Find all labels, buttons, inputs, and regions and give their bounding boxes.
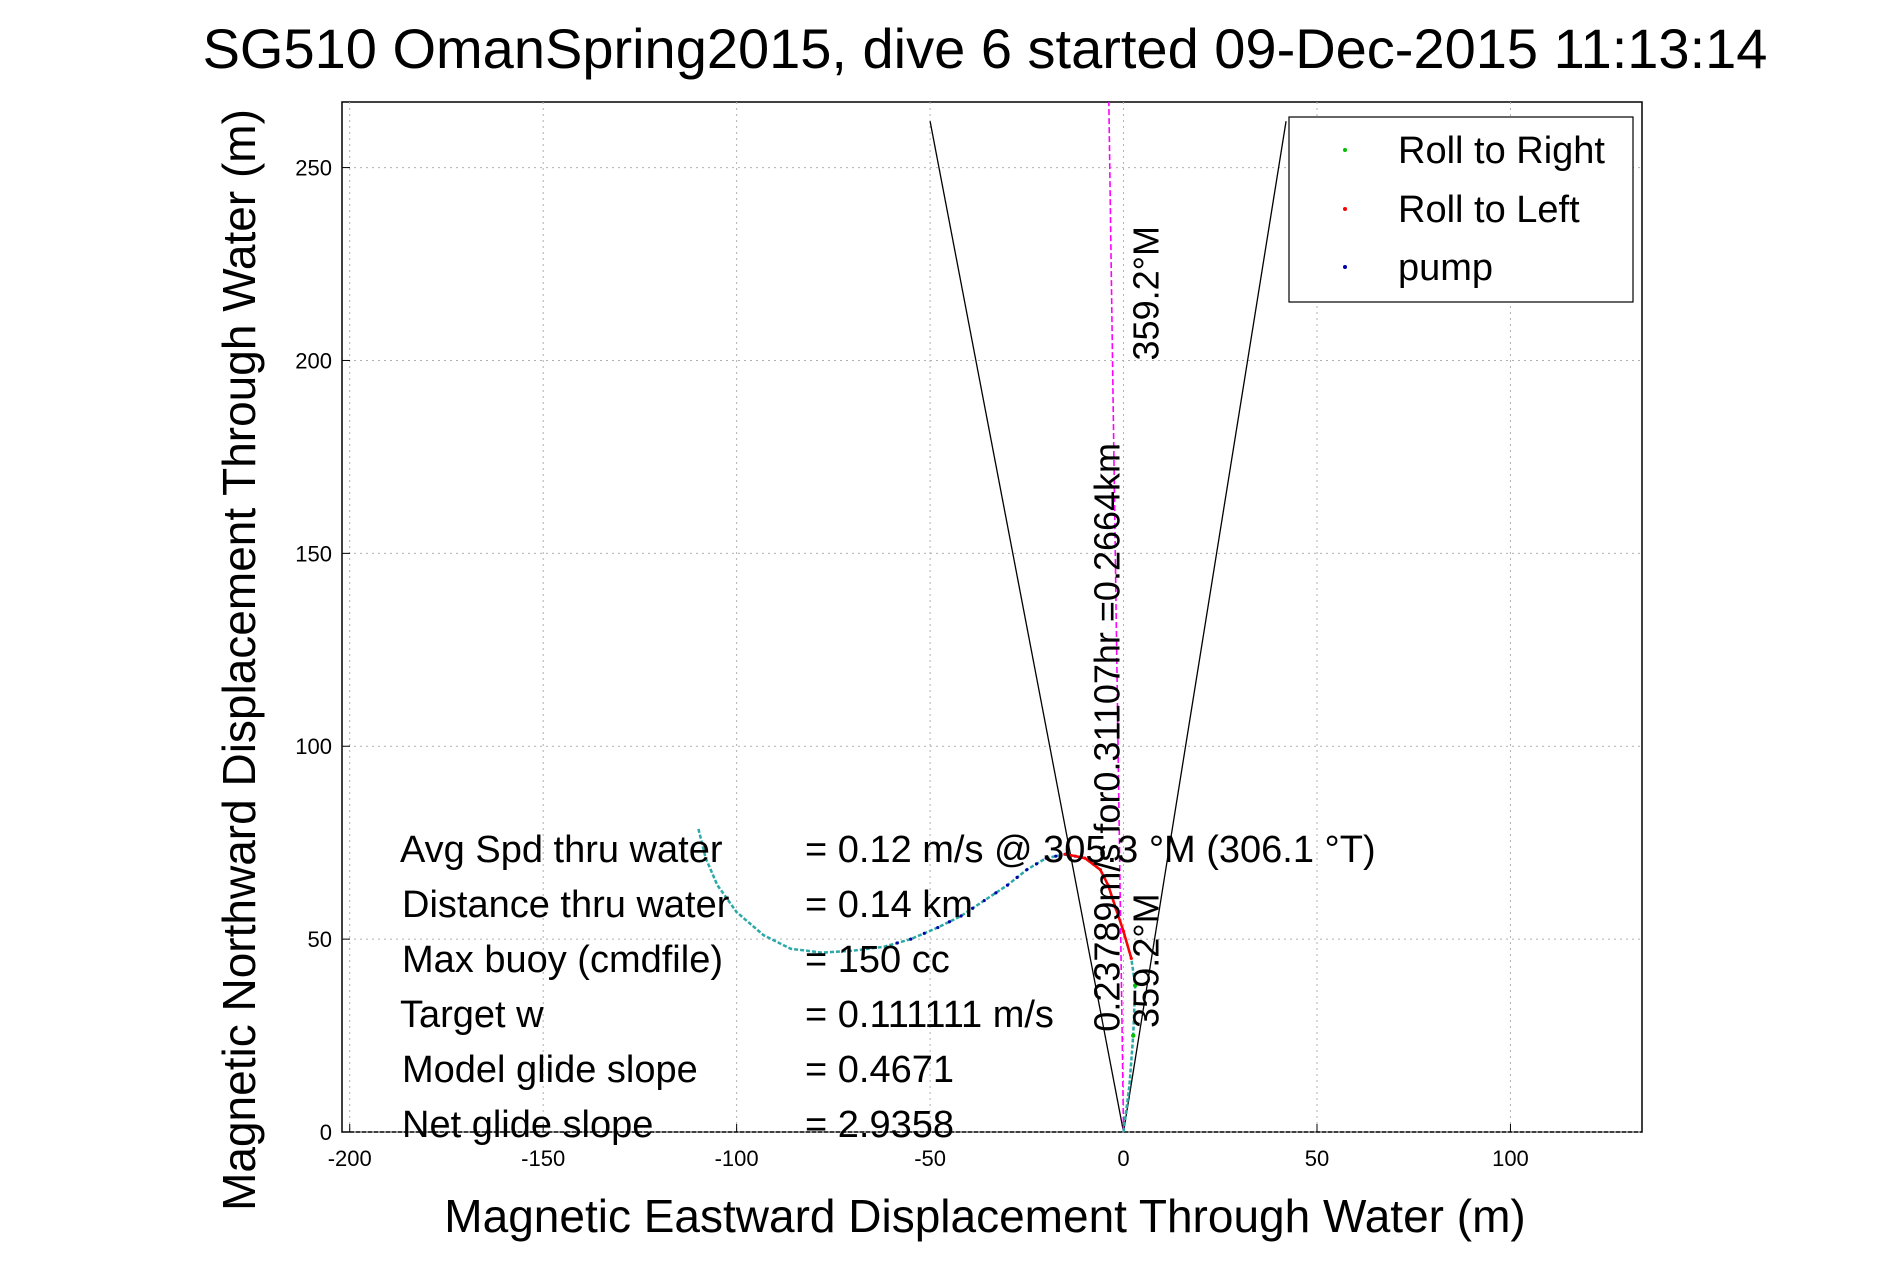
- pump-point: [1015, 875, 1019, 879]
- x-tick-label: 50: [1305, 1146, 1329, 1171]
- legend-marker-roll-right: [1343, 148, 1347, 152]
- roll-right-series: [1131, 983, 1138, 1038]
- pump-point: [1034, 862, 1039, 866]
- x-tick-label: -50: [914, 1146, 946, 1171]
- annotation-label: 0.23789m/s for0.31107hr =0.2664km: [1087, 443, 1128, 1032]
- stat-label-max-buoy: Max buoy (cmdfile): [402, 939, 723, 981]
- pump-point: [1044, 856, 1048, 860]
- annotation-label: 359.2°M: [1125, 226, 1166, 360]
- legend: Roll to Right Roll to Left pump: [1288, 116, 1634, 303]
- pump-point: [947, 920, 952, 924]
- stat-value-net-glide: = 2.9358: [805, 1104, 954, 1146]
- x-tick-label: 0: [1117, 1146, 1129, 1171]
- y-tick-label: 200: [295, 348, 332, 373]
- x-tick-label: -100: [715, 1146, 759, 1171]
- pump-point: [982, 898, 986, 903]
- y-tick-label: 0: [320, 1120, 332, 1145]
- heading-line-mark: [1108, 101, 1125, 1133]
- roll-left-point: [1114, 906, 1118, 910]
- y-axis-label: Magnetic Northward Displacement Through …: [213, 109, 265, 1211]
- annotations: 359.2°M0.23789m/s for0.31107hr =0.2664km…: [1087, 226, 1167, 1032]
- cone-line: [1122, 121, 1287, 1133]
- stat-value-target-w: = 0.111111 m/s: [805, 994, 1054, 1036]
- y-tick-label: 100: [295, 734, 332, 759]
- roll-left-point: [1121, 929, 1126, 934]
- roll-right-point: [1132, 983, 1138, 988]
- pump-point: [922, 931, 926, 935]
- roll-left-point: [1106, 883, 1110, 887]
- legend-label-roll-left: Roll to Left: [1398, 189, 1580, 231]
- pump-point: [909, 937, 913, 941]
- pump-point: [959, 914, 963, 918]
- cone-line: [929, 121, 1125, 1133]
- stat-label-avg-spd: Avg Spd thru water: [400, 829, 723, 871]
- roll-right-point: [1131, 1033, 1136, 1038]
- pump-point: [895, 941, 899, 945]
- roll-left-point: [1129, 956, 1133, 961]
- pump-point: [936, 925, 940, 930]
- y-tick-label: 150: [295, 541, 332, 566]
- roll-left-series: [1063, 852, 1133, 961]
- legend-marker-roll-left: [1343, 207, 1347, 211]
- y-gridlines: [342, 167, 1642, 1133]
- legend-label-roll-right: Roll to Right: [1398, 130, 1605, 172]
- y-tick-label: 50: [308, 927, 332, 952]
- pump-point: [971, 906, 975, 910]
- legend-marker-pump: [1343, 265, 1347, 269]
- heading-cone: [929, 121, 1287, 1133]
- y-tick-label: 250: [295, 156, 332, 181]
- stats-block: Avg Spd thru water = 0.12 m/s @ 305.3 °M…: [400, 829, 1376, 1146]
- x-tick-label: -150: [521, 1146, 565, 1171]
- roll-left-point: [1063, 852, 1068, 856]
- stat-label-distance: Distance thru water: [402, 884, 730, 926]
- heading-line: [1108, 101, 1125, 1133]
- stat-value-max-buoy: = 150 cc: [805, 939, 950, 981]
- stat-value-model-glide: = 0.4671: [805, 1049, 954, 1091]
- pump-point: [994, 891, 998, 895]
- roll-left-point: [1083, 856, 1087, 860]
- x-tick-label: -200: [328, 1146, 372, 1171]
- pump-point: [1025, 868, 1029, 872]
- stat-label-target-w: Target w: [400, 994, 544, 1036]
- x-gridlines: [349, 102, 1511, 1132]
- pump-point: [1054, 854, 1058, 858]
- x-tick-labels: -200 -150 -100 -50 0 50 100: [328, 1146, 1529, 1171]
- stat-value-avg-spd: = 0.12 m/s @ 305.3 °M (306.1 °T): [805, 829, 1376, 871]
- stat-label-net-glide: Net glide slope: [402, 1104, 653, 1146]
- stat-value-distance: = 0.14 km: [805, 884, 973, 926]
- roll-left-point: [1098, 868, 1102, 872]
- y-tick-labels: 0 50 100 150 200 250: [295, 156, 332, 1145]
- legend-label-pump: pump: [1398, 247, 1493, 289]
- x-axis-label: Magnetic Eastward Displacement Through W…: [444, 1190, 1525, 1242]
- x-tick-label: 100: [1492, 1146, 1529, 1171]
- pump-point: [1005, 883, 1010, 887]
- chart-title: SG510 OmanSpring2015, dive 6 started 09-…: [203, 17, 1768, 80]
- stat-label-model-glide: Model glide slope: [402, 1049, 698, 1091]
- pump-series: [895, 852, 1077, 945]
- annotation-label: 359.2°M: [1125, 893, 1166, 1027]
